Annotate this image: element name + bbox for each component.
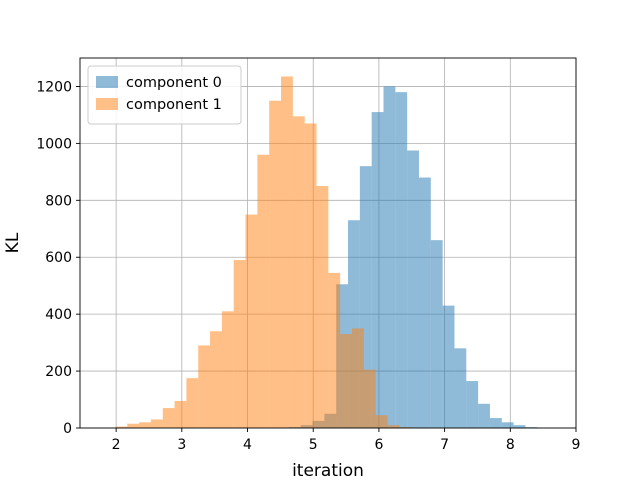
y-axis-label: KL [3,232,23,253]
x-tick-label: 4 [243,437,252,453]
y-tick-label: 1000 [36,136,72,152]
x-tick-label: 9 [572,437,581,453]
histogram-bar-series-0 [348,220,360,428]
histogram-bar-series-1 [150,419,163,428]
histogram-bar-series-1 [198,345,211,428]
histogram-bar-series-1 [281,76,293,428]
legend-swatch [96,76,118,88]
histogram-bar-series-1 [316,186,329,428]
x-tick-label: 2 [112,437,121,453]
histogram-bar-series-1 [304,123,317,428]
histogram-bar-series-0 [489,418,502,428]
histogram-bar-series-0 [466,381,479,428]
legend-label: component 0 [126,75,222,91]
histogram-bar-series-1 [115,426,128,428]
histogram-bar-series-0 [359,166,372,428]
histogram-bar-series-1 [245,214,258,428]
histogram-bar-series-1 [139,422,151,428]
histogram-bar-series-0 [513,425,526,428]
y-tick-label: 800 [45,193,72,209]
histogram-bar-series-1 [375,415,388,428]
histogram-bar-series-0 [454,348,467,428]
histogram-bar-series-1 [210,331,222,428]
histogram-bar-series-0 [442,305,455,428]
histogram-bar-series-0 [430,240,443,428]
histogram-bar-series-1 [174,400,187,428]
y-tick-label: 0 [63,421,72,437]
legend-label: component 1 [126,97,222,113]
x-tick-label: 3 [177,437,186,453]
histogram-bar-series-1 [221,311,234,428]
histogram-bar-series-1 [127,423,140,428]
histogram-bar-series-1 [387,425,400,428]
histogram-bar-series-1 [328,272,341,428]
y-tick-label: 1200 [36,79,72,95]
legend: component 0 component 1 [87,65,242,125]
histogram-bar-series-1 [292,116,305,428]
histogram-bar-series-1 [162,408,175,428]
histogram-bar-series-1 [340,334,352,428]
histogram-bar-series-0 [383,86,396,428]
histogram-bar-series-0 [501,422,514,428]
histogram-bars [115,76,538,429]
legend-box [87,65,242,125]
y-tick-label: 200 [45,364,72,380]
histogram-bar-series-1 [351,328,364,428]
x-axis-label: iteration [292,461,364,480]
y-tick-label: 600 [45,250,72,266]
histogram-bar-series-0 [371,112,384,429]
histogram-bar-series-0 [395,92,408,429]
histogram-bar-series-0 [478,403,490,428]
histogram-bar-series-0 [407,150,419,428]
plot-frame [79,57,577,429]
histogram-bar-series-1 [233,260,246,428]
histogram-bar-series-1 [257,154,270,428]
x-tick-label: 5 [309,437,318,453]
histogram-bar-series-0 [418,177,431,428]
x-tick-label: 8 [506,437,515,453]
x-tick-label: 7 [440,437,449,453]
histogram-bar-series-1 [363,369,376,428]
histogram-bar-series-1 [269,100,282,428]
legend-swatch [96,98,118,110]
histogram-bar-series-1 [186,378,199,428]
axis-ticks: 2 3 4 5 6 7 8 9 0 200 400 600 800 1000 1200 [36,79,580,453]
x-tick-label: 6 [374,437,383,453]
y-tick-label: 400 [45,307,72,323]
